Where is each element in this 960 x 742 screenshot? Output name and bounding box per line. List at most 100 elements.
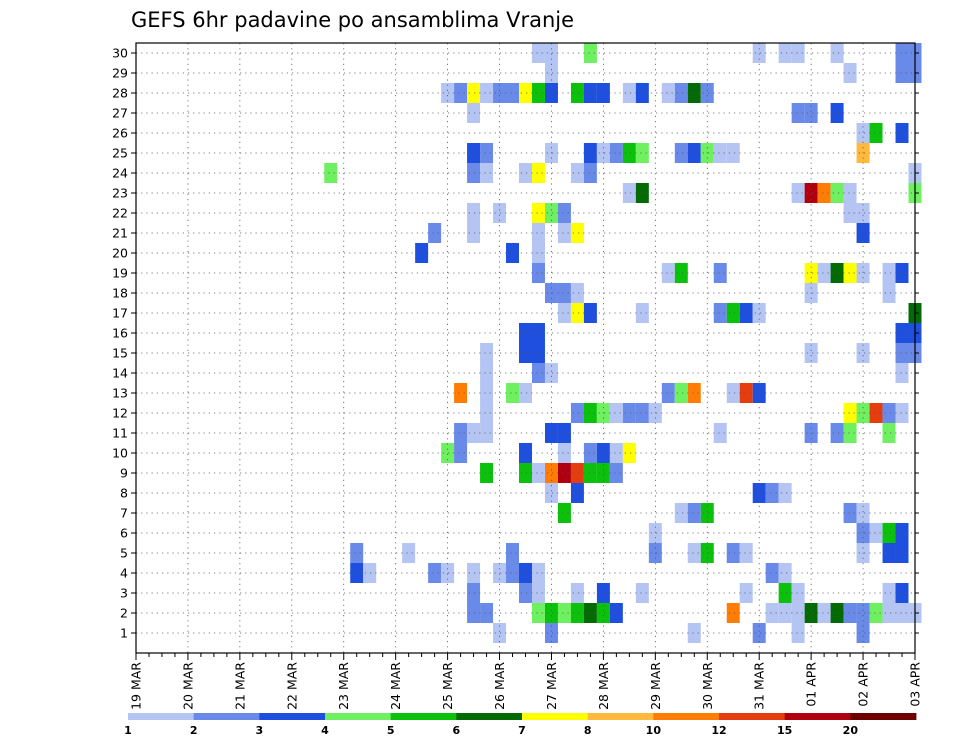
heatmap-cell	[493, 203, 507, 223]
heatmap-cell	[713, 263, 727, 283]
heatmap-cell	[830, 423, 844, 443]
heatmap-cell	[583, 303, 597, 323]
heatmap-cell	[635, 403, 649, 423]
colorbar-swatch	[784, 713, 851, 720]
heatmap-cell	[544, 203, 558, 223]
heatmap-cell	[570, 403, 584, 423]
heatmap-cell	[583, 143, 597, 163]
heatmap-cell	[544, 463, 558, 483]
heatmap-cell	[726, 303, 740, 323]
heatmap-cell	[895, 43, 909, 63]
heatmap-cell	[804, 343, 818, 363]
x-tick-label: 28 MAR	[596, 662, 611, 710]
heatmap-cell	[557, 463, 571, 483]
heatmap-cell	[739, 303, 753, 323]
heatmap-cell	[609, 603, 623, 623]
heatmap-cell	[674, 263, 688, 283]
heatmap-cell	[531, 223, 545, 243]
y-tick-label: 10	[112, 446, 128, 461]
heatmap-cell	[570, 303, 584, 323]
x-tick-label: 22 MAR	[284, 662, 299, 710]
colorbar-swatch	[850, 713, 917, 720]
heatmap-cell	[493, 563, 507, 583]
y-tick-label: 8	[120, 486, 128, 501]
heatmap-cell	[804, 603, 818, 623]
heatmap-cell	[506, 563, 519, 583]
heatmap-cell	[674, 83, 688, 103]
heatmap-cell	[895, 123, 909, 143]
y-tick-label: 14	[112, 366, 128, 381]
x-axis: 19 MAR 20 MAR 21 MAR 22 MAR 23 MAR 24 MAR 25 M…	[129, 653, 923, 710]
heatmap-cell	[609, 143, 623, 163]
heatmap-cell	[531, 43, 545, 63]
heatmap-cell	[609, 463, 623, 483]
heatmap-cell	[544, 43, 558, 63]
y-tick-label: 21	[112, 226, 128, 241]
heatmap-cell	[544, 623, 558, 643]
heatmap-cell	[635, 303, 649, 323]
heatmap-cell	[687, 543, 701, 563]
heatmap-cell	[622, 403, 636, 423]
heatmap-cell	[531, 463, 545, 483]
heatmap-cell	[843, 503, 857, 523]
heatmap-cell	[467, 203, 481, 223]
heatmap-cell	[882, 403, 896, 423]
heatmap-cell	[661, 83, 675, 103]
heatmap-cell	[726, 143, 740, 163]
y-tick-label: 28	[112, 86, 128, 101]
heatmap-cell	[895, 523, 909, 543]
y-tick-label: 16	[112, 326, 128, 341]
heatmap-cell	[661, 383, 675, 403]
heatmap-cell	[882, 603, 896, 623]
colorbar-swatch	[456, 713, 523, 720]
heatmap-cell	[557, 603, 571, 623]
heatmap-cell	[480, 343, 494, 363]
heatmap-cell	[557, 283, 571, 303]
heatmap-cell	[583, 463, 597, 483]
heatmap-cell	[817, 263, 831, 283]
colorbar-label: 20	[843, 724, 859, 737]
heatmap-cell	[622, 183, 636, 203]
heatmap-cell	[843, 183, 857, 203]
x-tick-label: 02 APR	[856, 662, 871, 707]
heatmap-cell	[519, 383, 532, 403]
heatmap-cell	[843, 403, 857, 423]
heatmap-cell	[713, 303, 727, 323]
heatmap-cell	[557, 423, 571, 443]
heatmap-cell	[480, 363, 494, 383]
heatmap-cell	[778, 603, 792, 623]
heatmap-cell	[519, 83, 532, 103]
colorbar-swatch	[719, 713, 786, 720]
heatmap-cell	[635, 83, 649, 103]
heatmap-cell	[506, 383, 519, 403]
heatmap-cell	[856, 123, 870, 143]
heatmap-cell	[843, 423, 857, 443]
heatmap-cell	[895, 543, 909, 563]
y-tick-label: 7	[120, 506, 128, 521]
heatmap-cell	[467, 563, 481, 583]
heatmap-cell	[544, 483, 558, 503]
heatmap-cell	[519, 583, 532, 603]
x-tick-label: 24 MAR	[388, 662, 403, 710]
heatmap-cell	[778, 563, 792, 583]
heatmap-cell	[739, 383, 753, 403]
heatmap-cell	[882, 263, 896, 283]
heatmap-cell	[817, 183, 831, 203]
y-tick-label: 6	[120, 526, 128, 541]
heatmap-cell	[480, 403, 494, 423]
y-tick-label: 26	[112, 126, 128, 141]
heatmap-cell	[830, 263, 844, 283]
colorbar-label: 8	[584, 724, 592, 737]
heatmap-cell	[622, 83, 636, 103]
heatmap-cell	[687, 83, 701, 103]
heatmap-cell	[635, 583, 649, 603]
heatmap-cell	[531, 163, 545, 183]
heatmap-cell	[531, 583, 545, 603]
heatmap-cell	[856, 603, 870, 623]
heatmap-cell	[843, 63, 857, 83]
heatmap-cell	[480, 463, 494, 483]
heatmap-cell	[882, 583, 896, 603]
heatmap-cell	[687, 143, 701, 163]
heatmap-cell	[467, 103, 481, 123]
colorbar-label: 6	[453, 724, 461, 737]
